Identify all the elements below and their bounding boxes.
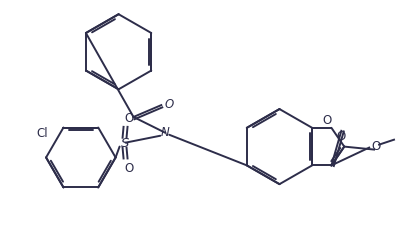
- Text: N: N: [160, 126, 169, 139]
- Text: O: O: [124, 111, 133, 124]
- Text: O: O: [370, 139, 380, 153]
- Text: O: O: [124, 162, 133, 175]
- Text: O: O: [164, 97, 173, 110]
- Text: Cl: Cl: [36, 126, 47, 139]
- Text: O: O: [335, 130, 345, 143]
- Text: O: O: [321, 113, 330, 126]
- Text: S: S: [121, 136, 129, 150]
